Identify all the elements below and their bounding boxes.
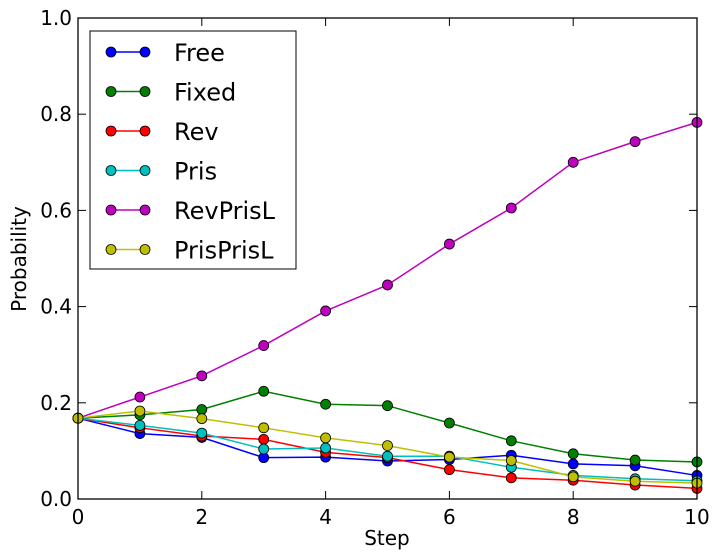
legend-marker <box>105 244 117 255</box>
legend-marker <box>139 46 151 58</box>
data-point <box>258 385 270 397</box>
legend-label: Pris <box>174 158 217 186</box>
x-tick-label: 4 <box>319 505 332 529</box>
series-prisprisl <box>72 405 703 489</box>
data-point <box>134 420 146 431</box>
legend-marker <box>105 204 117 216</box>
data-point <box>505 472 517 484</box>
legend-marker <box>105 86 117 97</box>
data-point <box>320 398 332 410</box>
legend-marker <box>139 244 151 255</box>
data-point <box>443 417 455 429</box>
data-point <box>196 370 208 382</box>
data-point <box>258 443 270 455</box>
data-point <box>320 442 332 454</box>
y-tick-label: 0.6 <box>40 198 72 222</box>
legend-entry: RevPrisL <box>105 197 276 225</box>
data-point <box>567 471 579 483</box>
data-point <box>258 340 270 351</box>
x-tick-label: 8 <box>567 505 580 529</box>
y-tick-label: 0.0 <box>40 487 72 511</box>
data-point <box>382 279 393 291</box>
data-point <box>320 305 332 317</box>
x-tick-label: 10 <box>684 505 709 529</box>
x-tick-label: 6 <box>443 505 456 529</box>
data-point <box>505 435 517 447</box>
data-point <box>320 432 332 444</box>
data-point <box>567 448 579 460</box>
data-point <box>258 422 270 434</box>
y-tick-label: 0.8 <box>40 102 72 126</box>
legend-marker <box>139 86 151 97</box>
data-point <box>629 136 641 148</box>
legend-label: PrisPrisL <box>174 237 274 265</box>
data-point <box>443 238 455 250</box>
data-point <box>258 433 270 445</box>
data-point <box>505 202 517 214</box>
legend-entry: PrisPrisL <box>105 237 274 265</box>
plot-frame <box>77 17 698 500</box>
y-axis-title: Probability <box>7 206 31 312</box>
legend-entry: Pris <box>105 158 217 186</box>
data-point <box>629 475 641 487</box>
legend-entry: Rev <box>105 118 219 146</box>
data-point <box>505 455 517 466</box>
legend-label: Fixed <box>174 79 236 107</box>
data-point <box>382 400 393 412</box>
data-point <box>382 440 393 452</box>
data-point <box>567 156 579 168</box>
data-point <box>382 450 393 462</box>
legend-box <box>89 30 297 270</box>
legend-entry: Free <box>105 39 225 67</box>
legend-marker <box>105 125 117 137</box>
y-tick-label: 1.0 <box>40 6 72 30</box>
x-axis-title: Step <box>364 526 410 550</box>
data-point <box>443 464 455 476</box>
legend-label: Rev <box>174 118 219 146</box>
legend-entry: Fixed <box>105 79 236 107</box>
data-point <box>196 427 208 439</box>
y-tick-label: 0.2 <box>40 391 72 415</box>
legend-marker <box>139 125 151 137</box>
y-tick-label: 0.4 <box>40 295 72 319</box>
legend-marker <box>105 165 117 176</box>
data-point <box>629 454 641 466</box>
x-tick-label: 2 <box>195 505 208 529</box>
data-point <box>567 458 579 470</box>
data-point <box>443 451 455 463</box>
data-point <box>134 405 146 417</box>
legend-marker <box>139 165 151 176</box>
legend-label: RevPrisL <box>174 197 276 225</box>
x-tick-label: 0 <box>72 505 85 529</box>
legend-marker <box>139 204 151 216</box>
legend-label: Free <box>174 39 225 67</box>
data-point <box>134 391 146 403</box>
data-point <box>196 404 208 415</box>
data-point <box>196 413 208 425</box>
legend-marker <box>105 46 117 58</box>
